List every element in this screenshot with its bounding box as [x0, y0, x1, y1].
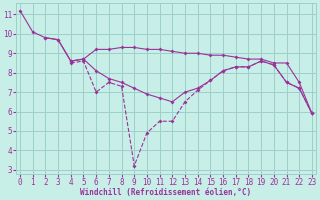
- X-axis label: Windchill (Refroidissement éolien,°C): Windchill (Refroidissement éolien,°C): [80, 188, 252, 197]
